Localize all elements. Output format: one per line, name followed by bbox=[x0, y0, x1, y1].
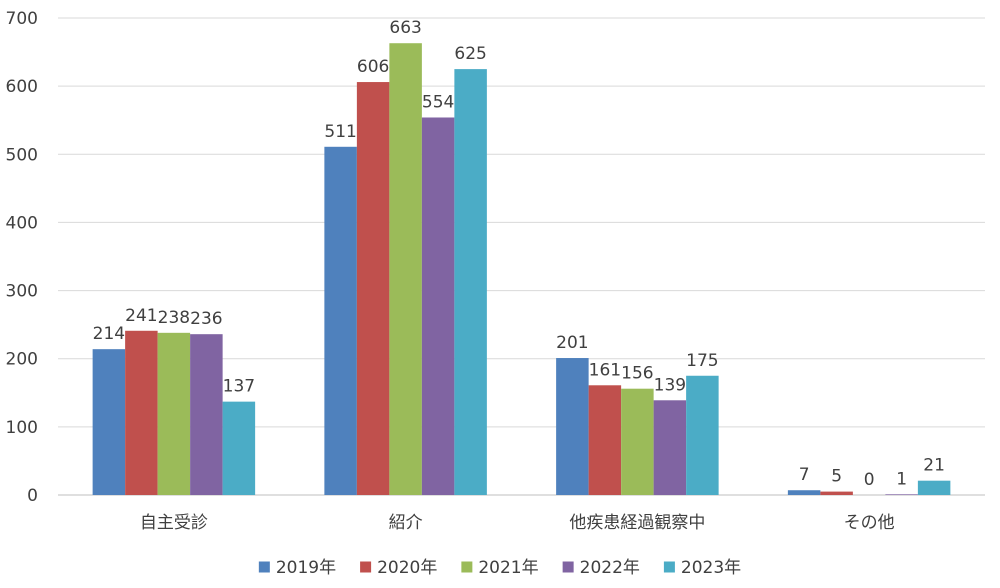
y-tick-label: 700 bbox=[6, 9, 38, 29]
data-label: 663 bbox=[389, 18, 421, 38]
y-tick-label: 300 bbox=[6, 282, 38, 302]
data-label: 511 bbox=[324, 122, 356, 142]
legend-label: 2020年 bbox=[377, 558, 437, 578]
data-label: 21 bbox=[923, 456, 945, 476]
legend-item: 2019年 bbox=[258, 558, 336, 578]
data-label: 7 bbox=[799, 465, 810, 485]
y-tick-label: 0 bbox=[27, 486, 38, 506]
legend: 2019年 2020年 2021年 2022年 2023年 bbox=[258, 558, 741, 578]
category-label: 自主受診 bbox=[140, 513, 208, 533]
data-label: 625 bbox=[454, 44, 486, 64]
data-label: 0 bbox=[864, 470, 875, 490]
data-label: 606 bbox=[357, 57, 389, 77]
data-label: 5 bbox=[831, 467, 842, 487]
legend-swatch bbox=[258, 561, 270, 573]
data-label: 161 bbox=[589, 360, 621, 380]
data-label: 214 bbox=[93, 324, 125, 344]
bars bbox=[92, 43, 951, 496]
legend-swatch bbox=[461, 561, 473, 573]
data-label: 156 bbox=[621, 364, 653, 384]
bar bbox=[885, 494, 918, 495]
bar bbox=[157, 332, 191, 495]
legend-item: 2022年 bbox=[562, 558, 640, 578]
legend-swatch bbox=[360, 561, 372, 573]
bar bbox=[324, 146, 357, 496]
legend-label: 2023年 bbox=[681, 558, 741, 578]
data-label: 175 bbox=[686, 351, 718, 371]
legend-item: 2020年 bbox=[360, 558, 437, 578]
category-label: 紹介 bbox=[389, 513, 423, 533]
y-tick-label: 500 bbox=[6, 145, 38, 165]
bar bbox=[125, 330, 158, 495]
y-tick-label: 100 bbox=[6, 418, 38, 438]
bar bbox=[588, 385, 622, 495]
data-label: 554 bbox=[422, 92, 454, 112]
bar bbox=[421, 117, 455, 495]
legend-label: 2022年 bbox=[580, 558, 640, 578]
bar bbox=[92, 349, 126, 495]
legend-swatch bbox=[663, 561, 675, 573]
y-axis-ticks: 0 100 200 300 400 500 600 700 bbox=[6, 9, 38, 506]
y-tick-label: 600 bbox=[6, 77, 38, 97]
bar bbox=[222, 401, 256, 495]
bar bbox=[653, 400, 687, 495]
legend-label: 2019年 bbox=[276, 558, 336, 578]
legend-item: 2021年 bbox=[461, 558, 539, 578]
data-label: 201 bbox=[556, 333, 588, 353]
data-label: 139 bbox=[654, 375, 686, 395]
bar bbox=[454, 69, 487, 495]
bar bbox=[356, 82, 390, 495]
bar bbox=[686, 375, 719, 495]
data-label: 238 bbox=[158, 308, 190, 328]
y-tick-label: 200 bbox=[6, 350, 38, 370]
legend-item: 2023年 bbox=[663, 558, 741, 578]
bar bbox=[621, 388, 654, 495]
bar bbox=[787, 490, 821, 495]
data-label: 236 bbox=[190, 309, 222, 329]
bar bbox=[556, 358, 589, 495]
data-label: 137 bbox=[223, 377, 255, 397]
legend-label: 2021年 bbox=[478, 558, 538, 578]
bar bbox=[917, 480, 951, 495]
y-tick-label: 400 bbox=[6, 213, 38, 233]
data-label: 1 bbox=[896, 469, 907, 489]
category-label: その他 bbox=[844, 513, 895, 533]
category-label: 他疾患経過観察中 bbox=[569, 513, 705, 533]
data-label: 241 bbox=[125, 306, 157, 326]
legend-swatch bbox=[562, 561, 574, 573]
bar bbox=[190, 334, 223, 495]
bar bbox=[389, 43, 422, 495]
x-axis-categories: 自主受診 紹介 他疾患経過観察中 その他 bbox=[140, 513, 895, 533]
bar bbox=[820, 491, 853, 495]
